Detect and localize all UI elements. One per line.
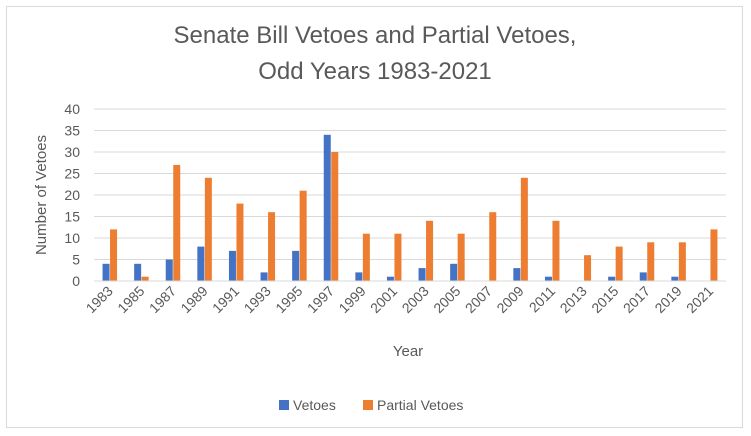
partial-vetoes-bar [584,255,592,281]
vetoes-bar [260,272,268,281]
y-tick-label: 15 [64,209,80,225]
partial-vetoes-bar [457,233,465,281]
y-tick-label: 10 [64,230,80,246]
y-tick-label: 25 [64,166,80,182]
vetoes-bar [323,134,331,281]
x-tick-label: 2005 [430,283,463,316]
y-tick-label: 30 [64,144,80,160]
x-tick-label: 2021 [683,283,716,316]
partial-vetoes-bar [110,229,118,281]
x-axis-ticks: 1983198519871989199119931995199719992001… [83,283,717,316]
vetoes-bar [165,259,173,281]
x-axis-label: Year [393,343,423,360]
partial-vetoes-bar [678,242,686,281]
vetoes-bar [608,276,616,281]
partial-vetoes-bar [710,229,718,281]
x-tick-label: 2013 [557,283,590,316]
x-tick-label: 1999 [335,283,368,316]
x-tick-label: 2015 [588,283,621,316]
vetoes-bar [386,276,394,281]
x-tick-label: 1997 [304,283,337,316]
vetoes-bar [639,272,647,281]
x-tick-label: 2011 [526,283,559,316]
partial-vetoes-bar [173,164,181,281]
y-tick-label: 0 [72,273,80,289]
chart-title-line-2: Odd Years 1983-2021 [258,58,492,85]
x-tick-label: 1989 [177,283,210,316]
partial-vetoes-bar [362,233,370,281]
x-tick-label: 2009 [493,283,526,316]
x-tick-label: 1983 [83,283,116,316]
legend: Vetoes Partial Vetoes [279,397,463,413]
partial-vetoes-bar [426,220,434,281]
vetoes-bar [134,263,142,281]
x-tick-label: 1995 [272,283,305,316]
y-axis-ticks: 0 5 10 15 20 25 30 35 40 [64,101,80,289]
legend-swatch-vetoes [279,400,289,410]
x-tick-label: 1987 [146,283,179,316]
x-tick-label: 2007 [462,283,495,316]
legend-label-partial-vetoes: Partial Vetoes [377,397,463,413]
partial-vetoes-bar [268,212,276,281]
partial-vetoes-bar [647,242,655,281]
vetoes-bar [513,268,521,281]
y-tick-label: 5 [72,252,80,268]
chart-title-line-1: Senate Bill Vetoes and Partial Vetoes, [174,22,577,49]
partial-vetoes-bar [615,246,623,281]
partial-vetoes-bar [141,276,149,281]
y-tick-label: 35 [64,123,80,139]
vetoes-bar [228,250,236,281]
vetoes-bar [197,246,205,281]
legend-swatch-partial-vetoes [363,400,373,410]
legend-label-vetoes: Vetoes [293,397,336,413]
partial-vetoes-bar [552,220,560,281]
partial-vetoes-bar [394,233,402,281]
x-tick-label: 1991 [209,283,242,316]
vetoes-bar [355,272,363,281]
bars [102,134,718,281]
partial-vetoes-bar [204,177,212,281]
x-tick-label: 2001 [367,283,400,316]
grid-lines [94,108,726,260]
partial-vetoes-bar [520,177,528,281]
vetoes-bar [671,276,679,281]
y-axis-label: Number of Vetoes [33,135,50,255]
vetoes-bar [292,250,300,281]
partial-vetoes-bar [236,203,244,281]
x-tick-label: 2017 [620,283,653,316]
partial-vetoes-bar [489,212,497,281]
x-tick-label: 1993 [241,283,274,316]
x-tick-label: 1985 [114,283,147,316]
partial-vetoes-bar [299,190,307,281]
partial-vetoes-bar [331,152,339,281]
y-tick-label: 40 [64,101,80,117]
vetoes-bar [450,263,458,281]
x-tick-label: 2019 [651,283,684,316]
vetoes-bar [544,276,552,281]
vetoes-bar [418,268,426,281]
y-tick-label: 20 [64,187,80,203]
x-tick-label: 2003 [399,283,432,316]
vetoes-bar [102,263,110,281]
